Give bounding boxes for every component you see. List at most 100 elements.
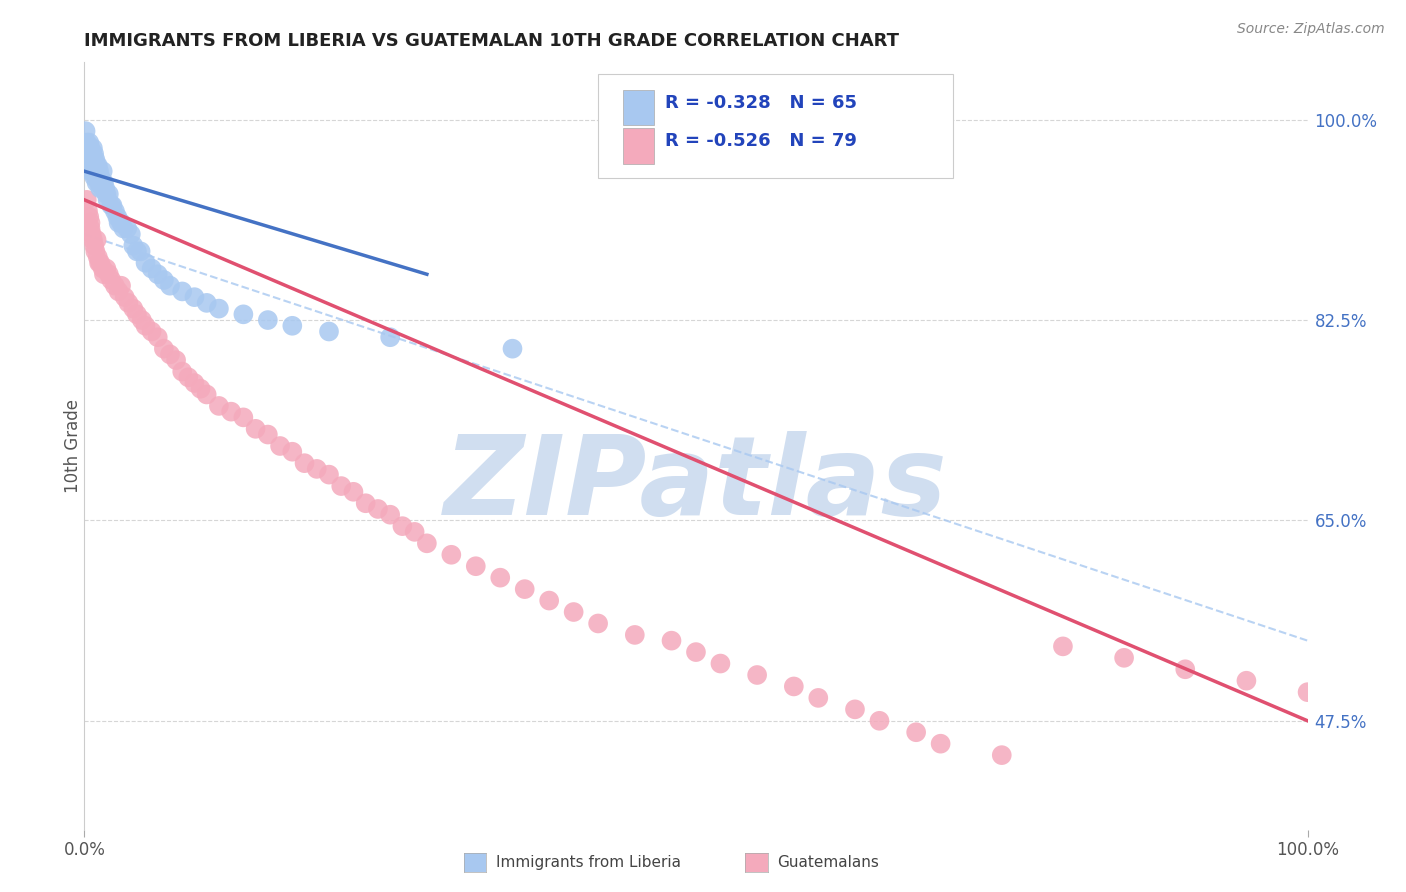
Point (661, 633, 683, 648)
Point (257, 427, 280, 442)
Point (87, 250, 110, 264)
Point (305, 462, 328, 476)
Text: R = -0.526   N = 79: R = -0.526 N = 79 (665, 132, 858, 151)
Point (97, 187, 120, 202)
Point (586, 616, 609, 631)
Point (79, 153, 101, 167)
Point (100, 273, 122, 287)
Point (76, 141, 98, 155)
Point (100, 198, 122, 212)
Point (232, 307, 254, 321)
Point (86, 159, 108, 173)
Point (562, 605, 585, 619)
Point (464, 559, 486, 574)
FancyBboxPatch shape (623, 90, 654, 126)
Point (87, 164, 110, 178)
Point (86, 233, 108, 247)
Point (416, 536, 439, 550)
Point (624, 628, 647, 642)
Point (125, 307, 148, 321)
Point (77, 153, 100, 167)
Point (96, 187, 118, 202)
Point (1052, 640, 1074, 654)
Point (318, 325, 340, 339)
Point (165, 353, 187, 368)
Point (183, 376, 205, 390)
Point (318, 467, 340, 482)
Point (747, 668, 769, 682)
Point (905, 725, 928, 739)
Point (709, 657, 731, 671)
Point (94, 181, 117, 195)
Point (125, 244, 148, 259)
Point (75, 124, 97, 138)
Point (83, 238, 105, 252)
Point (991, 748, 1014, 763)
Point (115, 221, 138, 235)
Point (80, 159, 103, 173)
Point (93, 176, 115, 190)
Point (380, 508, 402, 522)
Point (80, 147, 103, 161)
Point (82, 164, 104, 178)
Point (104, 278, 127, 293)
Point (807, 690, 830, 705)
Text: ZIPatlas: ZIPatlas (444, 431, 948, 538)
Point (77, 210, 100, 224)
Text: R = -0.328   N = 65: R = -0.328 N = 65 (665, 94, 858, 112)
Point (86, 176, 108, 190)
FancyBboxPatch shape (623, 128, 654, 164)
Point (89, 256, 111, 270)
Point (367, 502, 389, 516)
Point (77, 159, 100, 173)
Point (77, 147, 100, 161)
Y-axis label: 10th Grade: 10th Grade (63, 399, 82, 493)
Point (101, 198, 124, 212)
Point (93, 267, 115, 281)
Point (135, 256, 157, 270)
Point (183, 290, 205, 304)
Point (195, 387, 218, 401)
Point (105, 210, 128, 224)
Point (208, 399, 231, 413)
Point (107, 285, 129, 299)
Point (159, 347, 181, 361)
Point (257, 313, 280, 327)
Point (1236, 673, 1258, 688)
Point (146, 267, 169, 281)
Point (869, 714, 891, 728)
Point (79, 141, 101, 155)
Point (281, 318, 304, 333)
Point (172, 365, 194, 379)
Point (114, 290, 136, 304)
Point (294, 456, 316, 470)
Point (84, 153, 107, 167)
Point (232, 410, 254, 425)
Point (146, 330, 169, 344)
Point (538, 593, 561, 607)
Point (89, 169, 111, 184)
Point (177, 370, 200, 384)
Point (110, 278, 132, 293)
Point (141, 325, 163, 339)
Point (380, 330, 402, 344)
FancyBboxPatch shape (598, 74, 953, 178)
Point (1114, 650, 1136, 665)
Point (502, 342, 524, 356)
Point (129, 244, 152, 259)
Point (84, 244, 107, 259)
Point (82, 141, 104, 155)
Point (195, 296, 218, 310)
Point (79, 164, 101, 178)
Point (208, 301, 231, 316)
Point (79, 216, 101, 230)
Point (97, 193, 120, 207)
Point (97, 267, 120, 281)
Point (84, 164, 107, 178)
Point (117, 296, 139, 310)
Point (153, 342, 176, 356)
Point (87, 169, 110, 184)
Point (1174, 662, 1197, 676)
Point (91, 181, 114, 195)
Point (141, 261, 163, 276)
